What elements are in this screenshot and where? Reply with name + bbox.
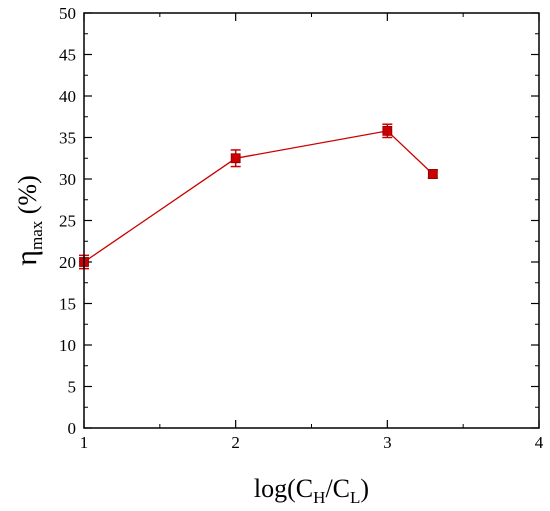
x-axis-title-sub1: H bbox=[313, 488, 325, 507]
x-tick-label: 1 bbox=[80, 433, 89, 452]
y-tick-label: 50 bbox=[59, 4, 76, 23]
x-axis-title: log(CH/CL) bbox=[254, 474, 369, 507]
y-axis-ticks: 0 5 10 15 20 25 30 35 40 45 50 bbox=[59, 4, 539, 438]
x-axis-title-sub2: L bbox=[350, 488, 360, 507]
plot-frame bbox=[83, 12, 540, 429]
y-axis-title-symbol: η bbox=[10, 250, 43, 266]
y-tick-label: 10 bbox=[59, 336, 76, 355]
y-axis-title: ηmax (%) bbox=[10, 175, 46, 265]
y-tick-label: 0 bbox=[68, 419, 77, 438]
x-tick-label: 4 bbox=[535, 433, 544, 452]
x-axis-title-part2: /C bbox=[325, 474, 350, 503]
y-tick-label: 20 bbox=[59, 253, 76, 272]
y-tick-label: 30 bbox=[59, 170, 76, 189]
series-line bbox=[83, 130, 434, 263]
data-point bbox=[230, 153, 241, 164]
y-tick-label: 15 bbox=[59, 295, 76, 314]
x-axis-ticks: 1 2 3 4 bbox=[80, 13, 544, 452]
y-axis-title-unit: (%) bbox=[13, 175, 42, 220]
series-layer bbox=[79, 123, 438, 270]
y-tick-label: 5 bbox=[68, 378, 77, 397]
y-tick-label: 45 bbox=[59, 46, 76, 65]
x-tick-label: 3 bbox=[383, 433, 392, 452]
x-axis-title-part1: log(C bbox=[254, 474, 313, 503]
y-axis-title-sub: max bbox=[27, 220, 46, 250]
data-point bbox=[382, 125, 393, 136]
x-tick-label: 2 bbox=[231, 433, 240, 452]
data-point bbox=[427, 169, 438, 179]
y-tick-label: 25 bbox=[59, 212, 76, 231]
x-axis-title-part3: ) bbox=[360, 474, 369, 503]
y-tick-label: 40 bbox=[59, 87, 76, 106]
y-tick-label: 35 bbox=[59, 129, 76, 148]
